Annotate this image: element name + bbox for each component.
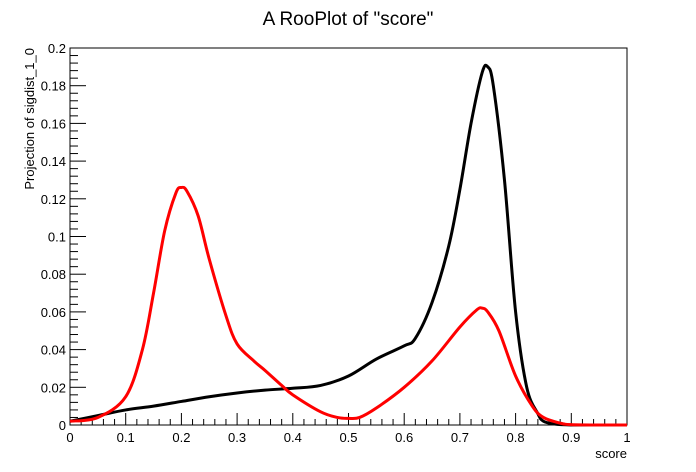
x-axis-label: score	[595, 446, 627, 461]
x-tick-label: 0.9	[562, 430, 580, 445]
x-tick-label: 1	[623, 430, 630, 445]
red-curve	[69, 185, 627, 427]
x-tick-label: 0.3	[228, 430, 246, 445]
y-tick-label: 0.2	[48, 41, 66, 56]
y-tick-label: 0.08	[41, 267, 66, 282]
y-tick-label: 0.02	[41, 380, 66, 395]
y-tick-label: 0.16	[41, 116, 66, 131]
series-lines	[69, 63, 627, 427]
chart-title: A RooPlot of "score"	[263, 9, 434, 30]
x-tick-label: 0	[66, 430, 73, 445]
x-axis: 0 0.1 0.2 0.3 0.4 0.5 0.6 0.7 0.8 0.9 1	[66, 413, 631, 445]
y-tick-label: 0.18	[41, 79, 66, 94]
x-tick-label: 0.1	[117, 430, 135, 445]
x-tick-label: 0.7	[451, 430, 469, 445]
y-tick-label: 0.14	[41, 154, 66, 169]
x-tick-label: 0.6	[395, 430, 413, 445]
y-tick-label: 0.04	[41, 343, 66, 358]
x-tick-label: 0.8	[507, 430, 525, 445]
y-tick-label: 0.06	[41, 305, 66, 320]
x-tick-label: 0.5	[339, 430, 357, 445]
x-tick-label: 0.4	[284, 430, 302, 445]
y-tick-label: 0.12	[41, 192, 66, 207]
y-tick-label: 0.1	[48, 230, 66, 245]
y-tick-label: 0	[59, 418, 66, 433]
x-tick-label: 0.2	[172, 430, 190, 445]
plot-frame	[69, 47, 628, 426]
black-curve	[69, 63, 627, 427]
y-axis-label: Projection of sigdist_1_0	[22, 48, 37, 190]
y-axis: 0 0.02 0.04 0.06 0.08 0.1 0.12 0.14 0.16 0.18 0.2	[41, 41, 86, 433]
